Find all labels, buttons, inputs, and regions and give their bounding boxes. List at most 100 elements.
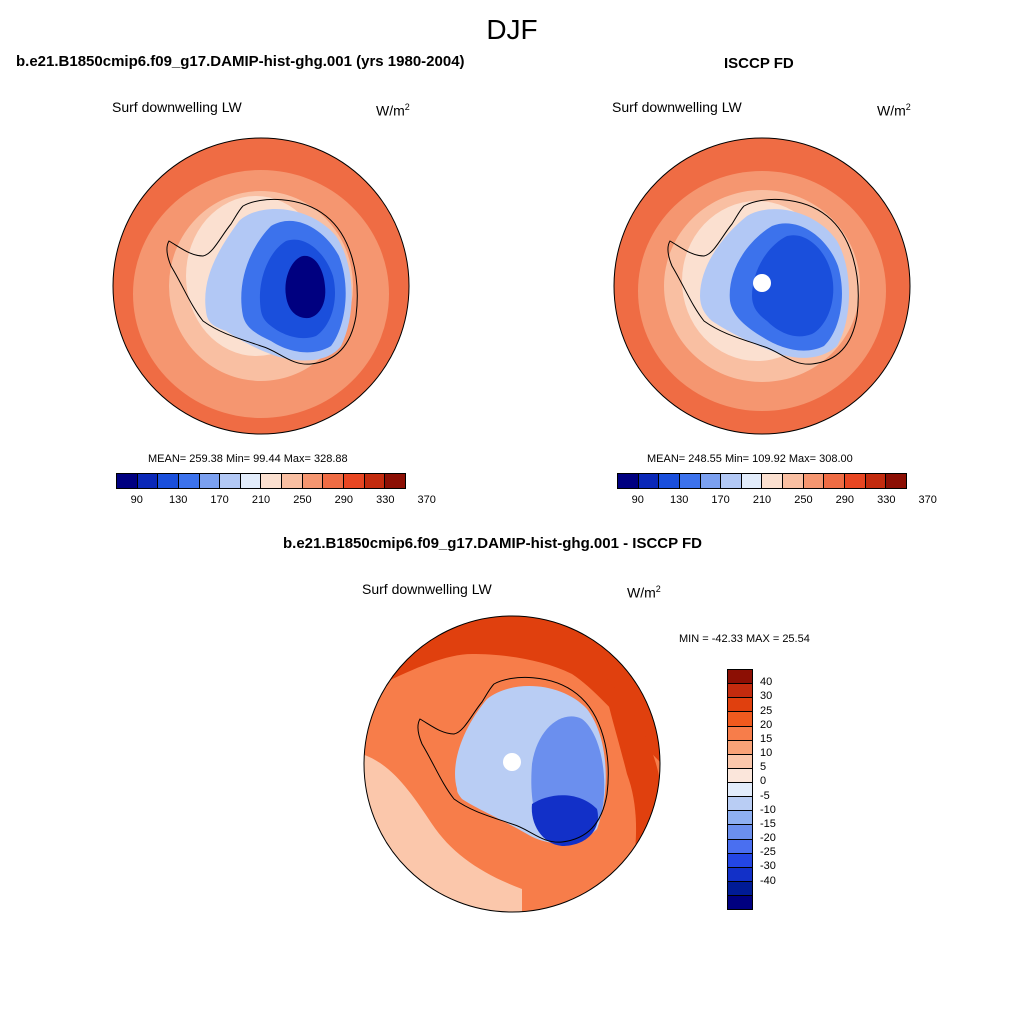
colorbar-swatch <box>728 867 752 882</box>
colorbar-tick-label: 210 <box>752 494 772 506</box>
diff-antarctic-coastline <box>417 676 609 843</box>
obs-panel-title: ISCCP FD <box>724 55 794 72</box>
colorbar-swatch <box>783 474 804 488</box>
colorbar-swatch <box>700 474 722 488</box>
diff-land-strong <box>531 795 598 846</box>
colorbar-tick-label: 25 <box>760 704 773 717</box>
colorbar-swatch <box>178 474 200 488</box>
colorbar-swatch <box>728 684 752 699</box>
colorbar-tick-label: 20 <box>760 718 773 731</box>
colorbar-tick-label: -20 <box>760 832 776 845</box>
colorbar-tick-label: -40 <box>760 874 776 887</box>
colorbar-swatch <box>240 474 262 488</box>
obs-variable-label: Surf downwelling LW <box>612 99 742 115</box>
diff-colorbar <box>727 669 753 910</box>
colorbar-swatch <box>728 881 752 896</box>
colorbar-swatch <box>385 474 405 488</box>
obs-map-border <box>613 137 911 435</box>
colorbar-swatch <box>728 783 752 798</box>
colorbar-tick-label: 290 <box>835 494 855 506</box>
colorbar-tick-label: 15 <box>760 732 773 745</box>
diff-polar-map <box>363 615 661 913</box>
season-title: DJF <box>486 14 538 45</box>
colorbar-swatch <box>845 474 866 488</box>
colorbar-tick-label: 130 <box>168 494 188 506</box>
diff-colorbar-ticks: 40 30 25 20 15 10 5 0 -5 -10 -15 -20 -25 -30 -40 <box>760 669 800 910</box>
colorbar-swatch <box>886 474 906 488</box>
colorbar-swatch <box>199 474 221 488</box>
colorbar-swatch <box>344 474 365 488</box>
obs-antarctic-coastline <box>667 198 859 365</box>
colorbar-swatch <box>728 839 752 854</box>
colorbar-swatch <box>721 474 742 488</box>
diff-panel-title: b.e21.B1850cmip6.f09_g17.DAMIP-hist-ghg.… <box>283 535 703 552</box>
model-ice-core <box>285 255 326 319</box>
diff-units-label: W/m2 <box>627 584 661 601</box>
obs-units-label: W/m2 <box>877 102 911 119</box>
colorbar-tick-label: 170 <box>711 494 730 506</box>
colorbar-swatch <box>679 474 701 488</box>
colorbar-tick-label: 370 <box>417 494 436 506</box>
colorbar-swatch <box>728 811 752 826</box>
obs-stats-label: MEAN= 248.55 Min= 109.92 Max= 308.00 <box>647 453 853 465</box>
colorbar-swatch <box>158 474 179 488</box>
colorbar-tick-label: 370 <box>918 494 937 506</box>
colorbar-tick-label: 0 <box>760 775 767 788</box>
model-antarctic-coastline <box>166 198 358 365</box>
colorbar-swatch <box>618 474 639 488</box>
colorbar-tick-label: 330 <box>877 494 896 506</box>
model-polar-map <box>112 137 410 435</box>
colorbar-tick-label: 290 <box>334 494 354 506</box>
colorbar-swatch <box>638 474 660 488</box>
colorbar-swatch <box>137 474 159 488</box>
colorbar-tick-label: 170 <box>210 494 229 506</box>
colorbar-tick-label: 90 <box>631 494 644 506</box>
model-panel-title: b.e21.B1850cmip6.f09_g17.DAMIP-hist-ghg.… <box>16 53 465 70</box>
colorbar-swatch <box>117 474 138 488</box>
colorbar-tick-label: 330 <box>376 494 395 506</box>
diff-variable-label: Surf downwelling LW <box>362 581 492 597</box>
obs-colorbar-ticks: 90 130 170 210 250 290 330 370 <box>617 494 937 508</box>
colorbar-tick-label: 250 <box>293 494 312 506</box>
colorbar-tick-label: 250 <box>794 494 813 506</box>
colorbar-tick-label: -25 <box>760 846 776 859</box>
colorbar-swatch <box>261 474 283 488</box>
colorbar-swatch <box>728 712 752 727</box>
colorbar-swatch <box>728 740 752 755</box>
colorbar-swatch <box>728 768 752 783</box>
colorbar-swatch <box>728 825 752 840</box>
colorbar-swatch <box>803 474 825 488</box>
colorbar-swatch <box>728 853 752 868</box>
colorbar-tick-label: 90 <box>130 494 143 506</box>
colorbar-swatch <box>323 474 345 488</box>
colorbar-tick-label: -30 <box>760 860 776 873</box>
colorbar-swatch <box>728 698 752 713</box>
model-stats-label: MEAN= 259.38 Min= 99.44 Max= 328.88 <box>148 453 348 465</box>
colorbar-tick-label: 130 <box>669 494 689 506</box>
colorbar-swatch <box>659 474 680 488</box>
colorbar-swatch <box>728 754 752 769</box>
model-units-label: W/m2 <box>376 102 410 119</box>
colorbar-tick-label: -10 <box>760 803 776 816</box>
colorbar-swatch <box>728 670 752 685</box>
colorbar-tick-label: 210 <box>251 494 271 506</box>
obs-pole-hole <box>753 274 771 292</box>
colorbar-tick-label: 30 <box>760 690 773 703</box>
model-colorbar-ticks: 90 130 170 210 250 290 330 370 <box>116 494 436 508</box>
colorbar-swatch <box>728 726 752 741</box>
model-colorbar <box>116 473 406 489</box>
colorbar-swatch <box>762 474 784 488</box>
colorbar-swatch <box>824 474 846 488</box>
model-map-border <box>112 137 410 435</box>
colorbar-tick-label: 40 <box>760 676 773 689</box>
colorbar-swatch <box>741 474 763 488</box>
colorbar-tick-label: 10 <box>760 747 773 760</box>
colorbar-tick-label: 5 <box>760 761 767 774</box>
colorbar-swatch <box>282 474 303 488</box>
colorbar-swatch <box>865 474 887 488</box>
colorbar-swatch <box>302 474 324 488</box>
colorbar-swatch <box>220 474 241 488</box>
colorbar-swatch <box>728 896 752 910</box>
diff-stats-label: MIN = -42.33 MAX = 25.54 <box>679 633 810 645</box>
model-variable-label: Surf downwelling LW <box>112 99 242 115</box>
